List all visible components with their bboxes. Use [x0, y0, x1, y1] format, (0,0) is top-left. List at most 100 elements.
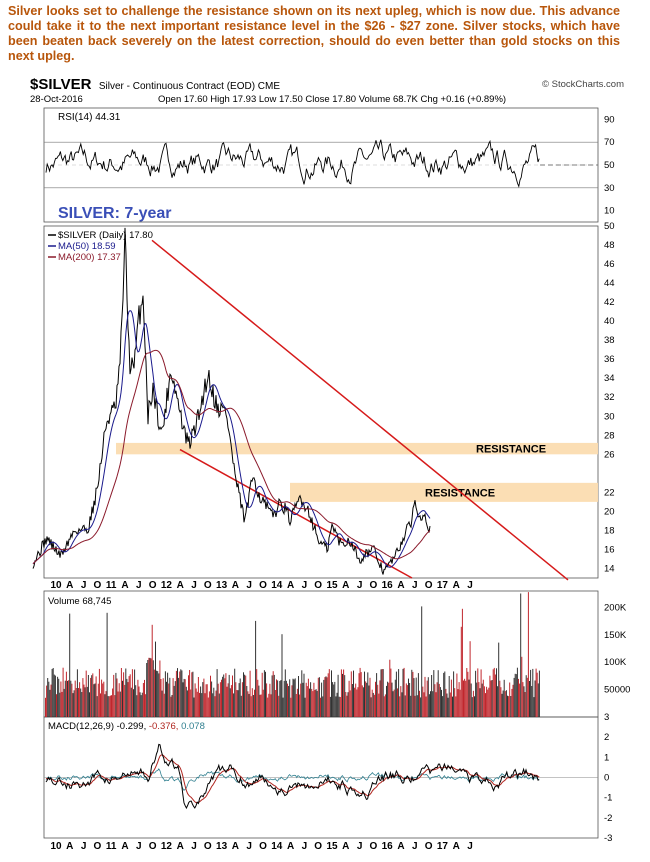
volume-bar [114, 695, 116, 717]
rsi-title: RSI(14) 44.31 [58, 112, 121, 123]
volume-bar [393, 689, 395, 717]
volume-bar [45, 697, 46, 717]
volume-bar [428, 694, 430, 717]
volume-bar [113, 674, 115, 717]
volume-bar [123, 672, 125, 717]
volume-bar [410, 695, 412, 717]
volume-bar [167, 672, 169, 717]
volume-bar [454, 688, 456, 717]
volume-bar [84, 687, 86, 717]
volume-bar [283, 680, 285, 717]
price-tick-label: 20 [604, 506, 615, 517]
volume-tick-label: 100K [604, 657, 627, 668]
volume-bar [435, 692, 437, 717]
volume-bar [188, 675, 189, 717]
macd-signal-line [45, 754, 540, 804]
volume-bar [445, 688, 447, 717]
x-axis-tick-label: J [191, 841, 197, 852]
x-axis-tick-label: J [81, 841, 87, 852]
volume-bar [184, 679, 186, 717]
volume-bar [235, 682, 237, 717]
volume-bar [53, 674, 55, 717]
x-axis-tick-label: O [94, 841, 102, 852]
volume-bar [404, 695, 406, 717]
volume-bar [201, 693, 203, 717]
volume-bar [394, 679, 396, 717]
quote-date: 28-Oct-2016 [30, 94, 83, 105]
volume-bar [497, 686, 499, 717]
volume-bar [486, 686, 488, 717]
volume-bar [329, 696, 331, 717]
volume-bar [228, 674, 230, 717]
volume-bar [203, 678, 205, 717]
volume-bar [65, 671, 67, 717]
x-axis-tick-label: A [232, 841, 239, 852]
price-tick-label: 40 [604, 316, 615, 327]
volume-bar [472, 690, 474, 717]
volume-bar [85, 670, 87, 717]
x-axis-tick-label: 16 [382, 580, 394, 591]
volume-bar [376, 673, 378, 717]
volume-bar [384, 694, 386, 717]
volume-bar [274, 690, 276, 717]
volume-bar [214, 696, 216, 717]
volume-bar [412, 671, 414, 717]
volume-bar [87, 675, 89, 717]
rsi-line [45, 139, 540, 188]
volume-bar [157, 671, 159, 717]
volume-bar [511, 688, 513, 717]
volume-bar [239, 678, 241, 717]
volume-bar [312, 691, 314, 717]
volume-bar [103, 681, 105, 717]
volume-bar [196, 691, 198, 717]
volume-bar [54, 675, 56, 717]
volume-bar [115, 672, 117, 717]
volume-bar [49, 689, 51, 717]
volume-bar [510, 696, 512, 717]
volume-bar [490, 680, 492, 717]
volume-bar [294, 678, 296, 717]
price-tick-label: 44 [604, 278, 615, 289]
volume-bar [243, 672, 244, 717]
volume-bar [305, 682, 307, 717]
x-axis-tick-label: O [314, 580, 322, 591]
quote-ohlc: Open 17.60 High 17.93 Low 17.50 Close 17… [158, 94, 507, 105]
volume-bar [482, 679, 484, 717]
volume-bar [272, 671, 274, 717]
x-axis-tick-label: J [467, 580, 473, 591]
volume-bar [131, 669, 133, 717]
price-tick-label: 22 [604, 487, 615, 498]
volume-bar [255, 620, 257, 717]
volume-bar [232, 675, 233, 717]
volume-bar [306, 686, 308, 717]
volume-bar [357, 687, 359, 717]
x-axis-tick-label: A [66, 580, 73, 591]
volume-bar [327, 673, 329, 717]
volume-bar [502, 690, 504, 717]
volume-bar [71, 683, 73, 717]
volume-bar [522, 682, 524, 717]
volume-bar [172, 678, 174, 717]
volume-bar [369, 677, 371, 717]
x-axis-tick-label: A [177, 841, 184, 852]
price-tick-label: 36 [604, 354, 615, 365]
volume-bar [362, 687, 364, 717]
volume-bar [270, 694, 272, 717]
volume-bar [321, 682, 323, 717]
volume-bar [67, 680, 68, 717]
volume-bar [453, 671, 455, 717]
volume-bar [296, 688, 298, 717]
volume-bar [416, 695, 418, 717]
x-axis-tick-label: O [149, 580, 157, 591]
volume-bar [302, 682, 304, 717]
volume-bar [105, 691, 107, 717]
volume-bar [375, 681, 376, 717]
volume-bar [116, 678, 118, 717]
volume-bar [276, 679, 277, 717]
x-axis-tick-label: A [121, 841, 128, 852]
volume-bar [525, 675, 527, 717]
volume-bar [432, 691, 434, 717]
volume-bar [293, 679, 295, 717]
volume-bar [504, 691, 506, 717]
volume-bar [446, 693, 448, 717]
